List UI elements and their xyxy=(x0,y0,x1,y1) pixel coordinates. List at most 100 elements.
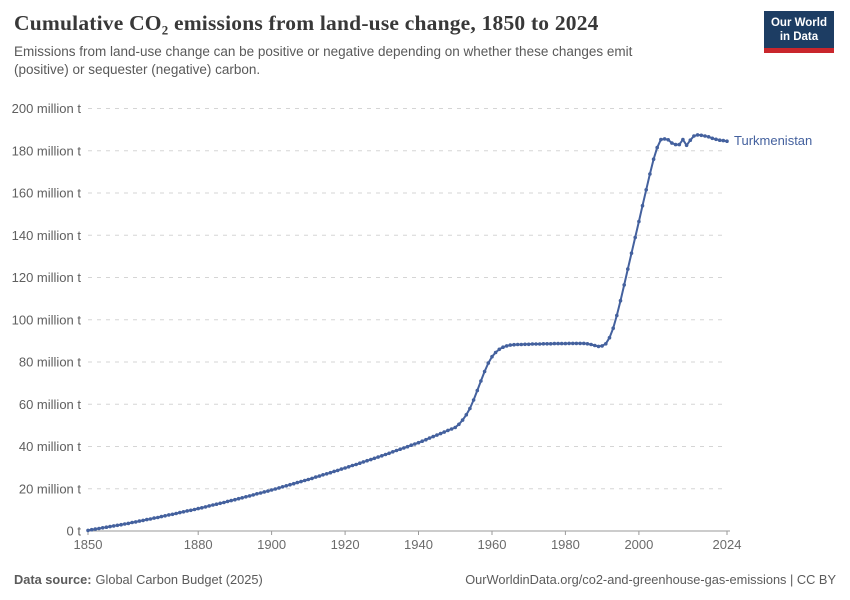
data-point[interactable] xyxy=(706,135,711,139)
data-point[interactable] xyxy=(541,342,546,346)
data-point[interactable] xyxy=(152,516,156,520)
data-point[interactable] xyxy=(100,526,105,530)
data-point[interactable] xyxy=(633,235,637,240)
data-point[interactable] xyxy=(585,342,590,346)
data-point[interactable] xyxy=(574,341,579,346)
data-point[interactable] xyxy=(438,431,443,436)
data-point[interactable] xyxy=(192,507,197,512)
data-point[interactable] xyxy=(655,145,659,150)
data-point[interactable] xyxy=(346,465,351,469)
data-point[interactable] xyxy=(501,345,505,350)
data-point[interactable] xyxy=(567,341,571,346)
data-point[interactable] xyxy=(280,485,285,489)
data-point[interactable] xyxy=(185,509,189,513)
data-point[interactable] xyxy=(618,298,623,303)
data-point[interactable] xyxy=(534,342,538,346)
data-point[interactable] xyxy=(218,501,222,506)
credit-link[interactable]: OurWorldinData.org/co2-and-greenhouse-ga… xyxy=(465,572,836,587)
data-point[interactable] xyxy=(659,137,663,142)
data-point[interactable] xyxy=(416,440,421,445)
data-point[interactable] xyxy=(681,137,685,142)
data-point[interactable] xyxy=(402,446,406,450)
data-point[interactable] xyxy=(519,342,524,347)
data-point[interactable] xyxy=(453,425,458,430)
data-point[interactable] xyxy=(174,511,178,516)
data-point[interactable] xyxy=(189,508,193,513)
data-point[interactable] xyxy=(167,513,171,517)
data-point[interactable] xyxy=(589,342,593,347)
data-point[interactable] xyxy=(427,436,432,440)
data-point[interactable] xyxy=(699,133,704,138)
data-point[interactable] xyxy=(552,341,557,346)
data-point[interactable] xyxy=(648,172,652,176)
data-point[interactable] xyxy=(582,341,586,346)
data-point[interactable] xyxy=(526,342,531,347)
data-point[interactable] xyxy=(435,433,439,437)
data-point[interactable] xyxy=(530,342,535,346)
data-point[interactable] xyxy=(376,455,380,459)
data-point[interactable] xyxy=(273,487,278,491)
data-point[interactable] xyxy=(317,474,322,478)
data-point[interactable] xyxy=(207,504,211,508)
data-point[interactable] xyxy=(523,342,527,347)
data-point[interactable] xyxy=(97,526,101,531)
data-point[interactable] xyxy=(644,188,648,192)
data-point[interactable] xyxy=(372,456,377,461)
data-point[interactable] xyxy=(457,422,461,427)
data-point[interactable] xyxy=(622,283,626,287)
data-point[interactable] xyxy=(431,434,436,439)
data-point[interactable] xyxy=(170,512,175,517)
series-line-turkmenistan[interactable] xyxy=(87,133,728,532)
data-point[interactable] xyxy=(504,344,509,348)
owid-logo[interactable]: Our World in Data xyxy=(763,11,834,54)
data-point[interactable] xyxy=(670,141,674,145)
data-point[interactable] xyxy=(651,157,656,161)
data-point[interactable] xyxy=(471,398,476,402)
data-point[interactable] xyxy=(692,134,696,138)
data-point[interactable] xyxy=(537,342,542,346)
data-point[interactable] xyxy=(284,484,289,488)
data-point[interactable] xyxy=(717,138,722,142)
data-point[interactable] xyxy=(486,361,491,365)
data-point[interactable] xyxy=(548,342,553,346)
data-point[interactable] xyxy=(383,452,388,457)
data-point[interactable] xyxy=(460,418,465,422)
data-point[interactable] xyxy=(181,510,186,514)
data-point[interactable] xyxy=(508,343,513,347)
data-point[interactable] xyxy=(497,347,502,352)
data-point[interactable] xyxy=(593,343,597,348)
data-point[interactable] xyxy=(324,472,329,476)
data-point[interactable] xyxy=(490,354,494,359)
data-point[interactable] xyxy=(515,342,520,347)
data-point[interactable] xyxy=(637,219,641,224)
data-point[interactable] xyxy=(133,520,138,524)
data-point[interactable] xyxy=(394,448,399,453)
data-point[interactable] xyxy=(684,143,689,148)
data-point[interactable] xyxy=(306,477,311,482)
data-point[interactable] xyxy=(563,341,568,346)
data-point[interactable] xyxy=(611,326,615,331)
data-point[interactable] xyxy=(262,490,267,494)
data-point[interactable] xyxy=(714,137,718,142)
data-point[interactable] xyxy=(354,462,358,467)
data-point[interactable] xyxy=(545,342,549,346)
data-point[interactable] xyxy=(380,454,384,458)
data-point[interactable] xyxy=(111,524,116,528)
data-point[interactable] xyxy=(269,488,274,492)
data-point[interactable] xyxy=(607,335,612,340)
data-point[interactable] xyxy=(442,430,447,434)
data-point[interactable] xyxy=(559,341,564,346)
data-point[interactable] xyxy=(369,457,373,462)
data-point[interactable] xyxy=(130,520,134,525)
data-point[interactable] xyxy=(398,447,403,452)
data-point[interactable] xyxy=(229,498,233,503)
data-point[interactable] xyxy=(391,450,395,454)
data-point[interactable] xyxy=(409,443,414,448)
data-point[interactable] xyxy=(343,466,347,470)
data-point[interactable] xyxy=(493,350,498,355)
data-point[interactable] xyxy=(449,427,454,431)
data-point[interactable] xyxy=(222,500,226,505)
data-point[interactable] xyxy=(703,134,707,138)
data-point[interactable] xyxy=(251,493,256,497)
data-point[interactable] xyxy=(446,428,450,433)
